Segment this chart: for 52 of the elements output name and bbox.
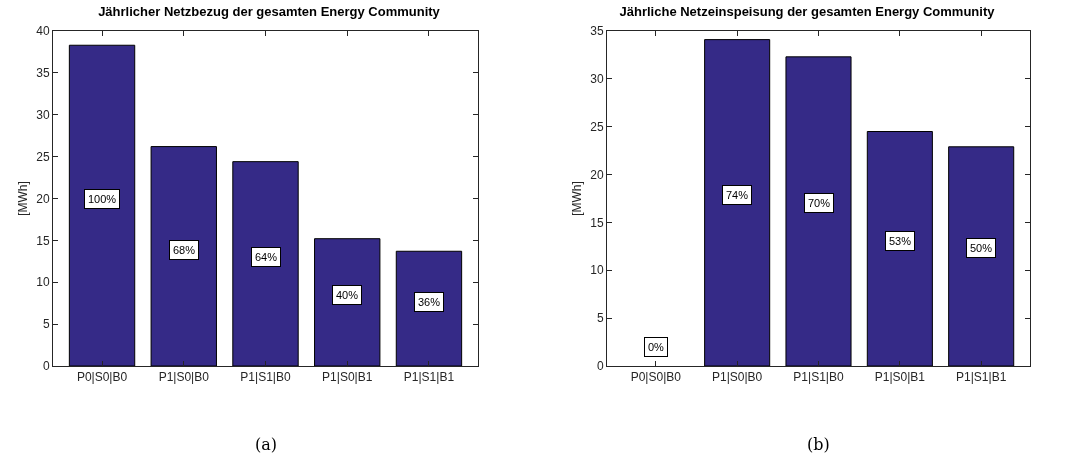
y-tick-label: 0	[596, 359, 604, 374]
y-tick-label: 25	[36, 149, 50, 164]
bar	[704, 39, 771, 366]
y-tick-label: 20	[36, 191, 50, 206]
y-tick-label: 30	[36, 107, 50, 122]
y-tick-label: 10	[36, 275, 50, 290]
annotation: 40%	[336, 289, 359, 301]
y-tick-label: 30	[590, 72, 604, 87]
bar	[314, 238, 381, 366]
annotation: 64%	[255, 251, 278, 263]
x-tick-label: P1|S0|B1	[322, 370, 373, 385]
y-tick-label: 10	[590, 263, 604, 278]
x-tick-label: P1|S1|B0	[793, 370, 844, 385]
x-tick-label: P0|S0|B0	[76, 370, 128, 385]
x-tick-label: P1|S1|B0	[240, 370, 291, 385]
bar	[68, 44, 136, 366]
text: (b)	[807, 435, 830, 454]
y-tick-label: 20	[590, 167, 604, 182]
text: (a)	[255, 435, 278, 454]
chart-title: Jährliche Netzeinspeisung der gesamten Energy Community	[619, 3, 996, 19]
bar	[395, 250, 463, 366]
y-tick-label: 15	[36, 233, 50, 248]
x-tick-label: P1|S1|B1	[956, 370, 1007, 385]
annotation: 74%	[726, 189, 749, 201]
y-axis-title: [MWh]	[569, 181, 584, 216]
annotation: 53%	[889, 235, 912, 247]
y-tick-label: 15	[590, 215, 604, 230]
y-tick-label: 25	[590, 119, 604, 134]
annotation: 36%	[418, 296, 441, 308]
y-tick-label: 5	[596, 311, 604, 326]
x-tick-label: P1|S0|B0	[712, 370, 763, 385]
x-tick-label: P1|S0|B0	[158, 370, 210, 385]
y-tick-label: 40	[36, 24, 50, 39]
annotation: 68%	[173, 244, 196, 256]
y-tick-label: 0	[42, 359, 50, 374]
y-axis-title: [MWh]	[15, 181, 30, 216]
annotation: 70%	[808, 197, 831, 209]
y-tick-label: 35	[590, 24, 604, 39]
bar	[948, 146, 1015, 366]
bar	[785, 56, 852, 366]
chart-title: Jährlicher Netzbezug der gesamten Energy Community	[98, 3, 441, 19]
y-tick-label: 5	[42, 317, 50, 332]
bar	[232, 161, 299, 366]
x-tick-label: P1|S1|B1	[403, 370, 455, 385]
annotation: 50%	[970, 242, 993, 254]
x-tick-label: P1|S0|B1	[874, 370, 926, 385]
bar	[866, 131, 933, 366]
y-tick-label: 35	[36, 66, 50, 81]
annotation: 0%	[648, 341, 665, 353]
bar	[150, 146, 217, 366]
annotation: 100%	[88, 193, 117, 205]
x-tick-label: P0|S0|B0	[630, 370, 682, 385]
